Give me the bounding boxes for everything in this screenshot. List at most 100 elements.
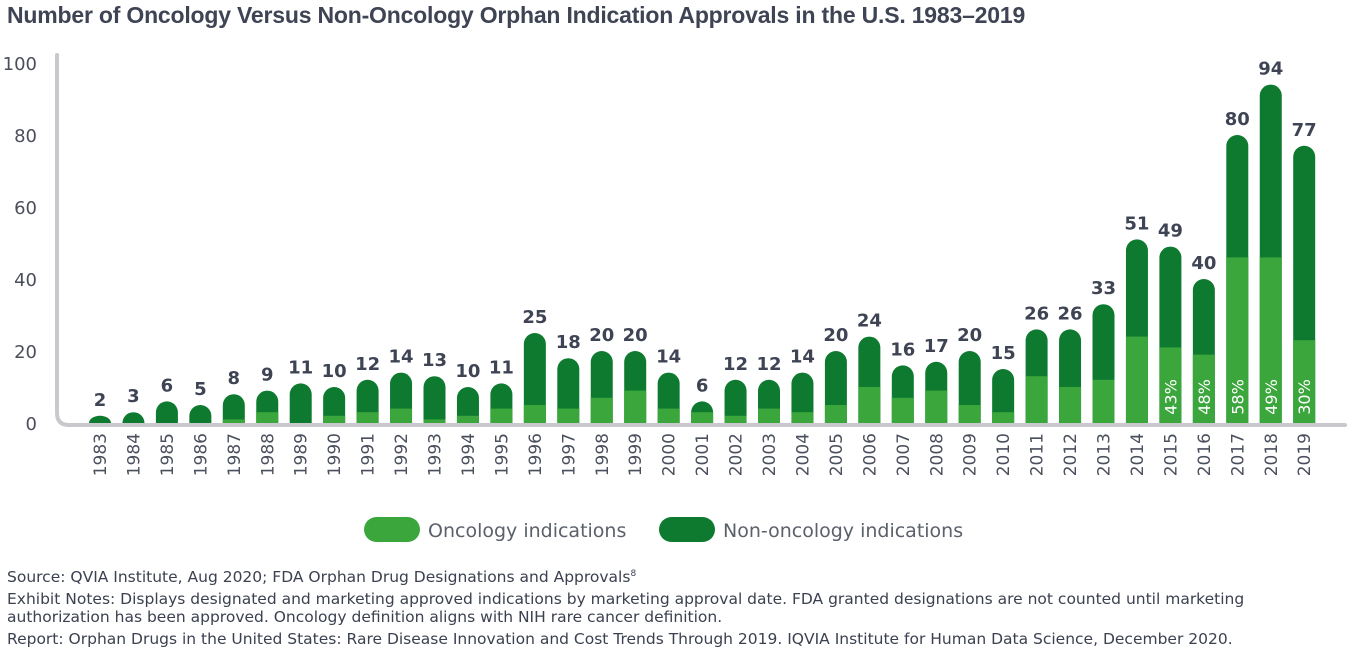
bar-non-oncology	[456, 387, 479, 423]
x-tick-label: 2000	[660, 433, 680, 476]
bar-non-oncology	[992, 369, 1015, 423]
bar-non-oncology	[523, 333, 546, 423]
total-label: 20	[589, 325, 614, 346]
total-label: 8	[228, 368, 241, 389]
x-axis: 1983 1984 1985 1986 1987 1988 1989 1990 1991 1992…	[91, 433, 1315, 476]
total-label: 9	[261, 365, 274, 386]
bar-oncology	[891, 397, 914, 423]
bar-oncology	[1059, 387, 1082, 423]
x-tick-label: 2013	[1095, 433, 1115, 476]
x-tick-label: 2017	[1228, 433, 1248, 476]
x-tick-label: 2006	[860, 433, 880, 476]
bar-oncology	[925, 390, 948, 423]
percent-label: 43%	[1161, 379, 1180, 415]
bar-oncology	[1159, 347, 1182, 423]
bar-oncology	[1025, 376, 1048, 423]
total-label: 11	[288, 357, 313, 378]
y-axis: 0 20 40 60 80 100	[3, 53, 1347, 435]
bar-oncology	[624, 390, 647, 423]
source-footnote-ref: 8	[630, 569, 637, 579]
y-tick-label: 100	[3, 54, 37, 75]
total-label: 16	[890, 339, 915, 360]
bar-oncology	[222, 419, 245, 423]
x-tick-label: 1999	[626, 433, 646, 476]
total-label: 10	[455, 361, 480, 382]
legend-swatch-non-oncology	[659, 517, 715, 542]
bar-oncology	[323, 415, 346, 423]
percent-label: 30%	[1295, 379, 1314, 415]
bar-oncology	[490, 408, 513, 423]
x-tick-label: 1995	[492, 433, 512, 476]
percent-label: 58%	[1228, 379, 1247, 415]
total-label: 17	[924, 336, 949, 357]
total-label: 20	[957, 325, 982, 346]
total-label: 77	[1292, 120, 1317, 141]
bar-non-oncology	[89, 415, 111, 423]
total-label: 24	[857, 311, 882, 332]
bar-oncology	[590, 397, 613, 423]
x-tick-label: 1986	[191, 433, 211, 476]
x-tick-label: 2007	[894, 433, 914, 476]
total-label: 40	[1191, 253, 1216, 274]
bar-oncology	[390, 408, 413, 423]
x-tick-label: 1987	[225, 433, 245, 476]
x-tick-label: 2019	[1295, 433, 1315, 476]
bar-oncology	[523, 405, 546, 423]
total-label: 12	[756, 354, 781, 375]
y-tick-label: 20	[14, 342, 37, 363]
bar-oncology	[356, 412, 379, 423]
x-tick-label: 2016	[1195, 433, 1215, 476]
y-tick-label: 40	[14, 270, 37, 291]
total-label: 14	[790, 347, 815, 368]
bar-oncology	[456, 415, 479, 423]
bar-non-oncology	[423, 376, 446, 423]
total-label: 11	[489, 357, 514, 378]
chart-title: Number of Oncology Versus Non-Oncology O…	[7, 2, 1026, 28]
total-label: 51	[1124, 213, 1149, 234]
total-label: 25	[522, 307, 547, 328]
legend-swatch-oncology	[364, 517, 420, 542]
total-label: 12	[723, 354, 748, 375]
percent-label: 48%	[1195, 379, 1214, 415]
x-tick-label: 1992	[392, 433, 412, 476]
x-tick-label: 1991	[359, 433, 379, 476]
exhibit-note: Exhibit Notes: Displays designated and m…	[7, 589, 1245, 627]
y-tick-label: 60	[14, 198, 37, 219]
x-tick-label: 1984	[124, 433, 144, 476]
axis-line	[55, 53, 1347, 427]
bar-non-oncology	[155, 401, 178, 423]
total-label: 80	[1225, 109, 1250, 130]
x-tick-label: 2003	[760, 433, 780, 476]
bar-oncology	[1259, 257, 1282, 423]
x-tick-label: 1993	[426, 433, 446, 476]
x-tick-label: 1990	[325, 433, 345, 476]
total-label: 6	[161, 375, 174, 396]
total-label: 94	[1258, 59, 1283, 80]
x-tick-label: 1998	[593, 433, 613, 476]
bar-oncology	[758, 408, 780, 423]
y-tick-label: 0	[26, 414, 37, 435]
total-label: 18	[556, 332, 581, 353]
bar-oncology	[992, 412, 1015, 423]
bar-oncology	[858, 387, 881, 423]
x-tick-label: 1996	[526, 433, 546, 476]
total-label: 49	[1158, 221, 1183, 242]
bar-non-oncology	[724, 379, 747, 423]
total-label: 6	[696, 375, 709, 396]
x-tick-label: 2005	[827, 433, 847, 476]
chart-notes: Source: QVIA Institute, Aug 2020; FDA Or…	[7, 565, 1342, 651]
bar-non-oncology	[222, 394, 245, 423]
bar-non-oncology	[323, 387, 346, 423]
legend-label-non-oncology: Non-oncology indications	[723, 520, 963, 542]
x-tick-label: 1983	[91, 433, 111, 476]
x-tick-label: 1997	[559, 433, 579, 476]
report-note: Report: Orphan Drugs in the United State…	[7, 629, 1233, 648]
x-tick-label: 2011	[1028, 433, 1048, 476]
total-label: 12	[355, 354, 380, 375]
total-label: 13	[422, 350, 447, 371]
bar-oncology	[1293, 340, 1316, 423]
total-label: 20	[823, 325, 848, 346]
percent-label: 49%	[1262, 379, 1281, 415]
bar-oncology	[791, 412, 814, 423]
bar-oncology	[1226, 257, 1249, 423]
